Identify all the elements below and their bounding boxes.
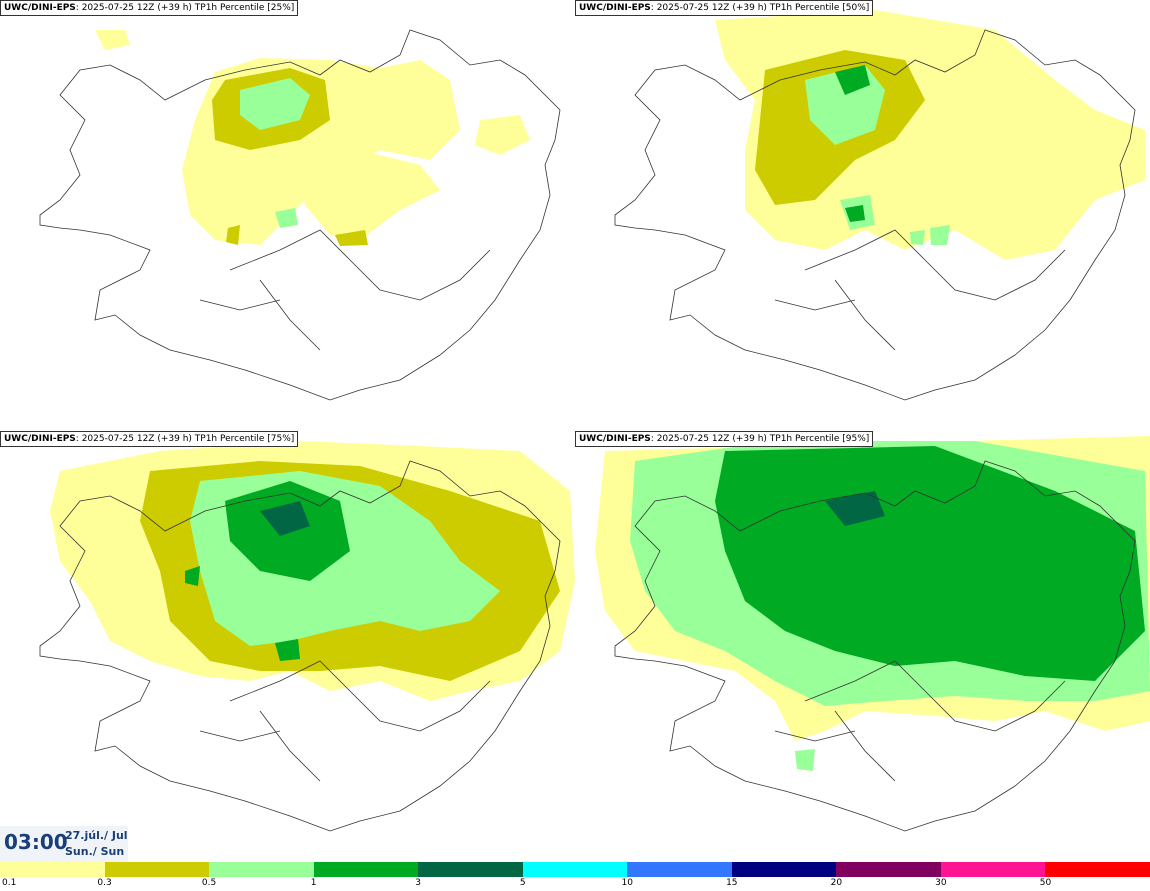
precip-fields — [50, 441, 575, 701]
map-panel-p95: UWC/DINI-EPS: 2025-07-25 12Z (+39 h) TP1… — [575, 431, 1150, 862]
legend-tick-label: 1 — [310, 878, 317, 888]
legend-swatch — [0, 862, 106, 877]
valid-time-box: 03:00 27.júl./ Jul Sun./ Sun — [0, 826, 128, 862]
legend-tick-label: 10 — [621, 878, 633, 888]
valid-day: Sun./ Sun — [65, 845, 125, 858]
map-panel-p25: UWC/DINI-EPS: 2025-07-25 12Z (+39 h) TP1… — [0, 0, 575, 431]
legend-tick-label: 0.5 — [201, 878, 217, 888]
model-name: UWC/DINI-EPS — [4, 3, 76, 13]
run-info: : 2025-07-25 12Z (+39 h) TP1h Percentile… — [75, 3, 295, 13]
model-name: UWC/DINI-EPS — [579, 3, 651, 13]
legend-tick-label: 5 — [519, 878, 526, 888]
legend-swatch — [1045, 862, 1150, 877]
legend-swatch — [313, 862, 419, 877]
model-name: UWC/DINI-EPS — [4, 434, 76, 444]
run-info: : 2025-07-25 12Z (+39 h) TP1h Percentile… — [650, 3, 870, 13]
legend-tick-label: 50 — [1039, 878, 1052, 888]
legend-swatch — [836, 862, 942, 877]
precip-map-p25 — [39, 29, 561, 401]
legend-swatch — [731, 862, 837, 877]
panel-title: UWC/DINI-EPS: 2025-07-25 12Z (+39 h) TP1… — [575, 431, 874, 447]
legend-tick-label: 0.1 — [2, 878, 17, 888]
run-info: : 2025-07-25 12Z (+39 h) TP1h Percentile… — [75, 434, 295, 444]
legend-swatch — [522, 862, 628, 877]
run-info: : 2025-07-25 12Z (+39 h) TP1h Percentile… — [650, 434, 870, 444]
legend-swatch — [627, 862, 733, 877]
panel-title: UWC/DINI-EPS: 2025-07-25 12Z (+39 h) TP1… — [0, 0, 299, 16]
legend-colorbar: 0.1 0.3 0.5 1 3 5 10 15 20 30 50 — [0, 862, 1150, 891]
model-name: UWC/DINI-EPS — [579, 434, 651, 444]
legend-tick-label: 30 — [935, 878, 947, 888]
map-panel-p75: UWC/DINI-EPS: 2025-07-25 12Z (+39 h) TP1… — [0, 431, 575, 862]
legend-tick-label: 3 — [415, 878, 422, 888]
legend-swatch — [209, 862, 315, 877]
precip-fields — [595, 436, 1150, 771]
coastline-outline — [39, 29, 561, 401]
valid-date: 27.júl./ Jul — [65, 829, 128, 842]
legend-swatch — [940, 862, 1046, 877]
map-panel-p50: UWC/DINI-EPS: 2025-07-25 12Z (+39 h) TP1… — [575, 0, 1150, 431]
legend-swatch — [418, 862, 524, 877]
coastline-outline — [614, 29, 1136, 401]
precip-map-p50 — [614, 10, 1145, 401]
panel-title: UWC/DINI-EPS: 2025-07-25 12Z (+39 h) TP1… — [575, 0, 874, 16]
legend-tick-label: 0.3 — [97, 878, 112, 888]
precip-map-p95 — [595, 436, 1150, 832]
coastline-outline — [614, 460, 1136, 832]
valid-time: 03:00 — [4, 830, 68, 854]
legend-swatch — [104, 862, 210, 877]
precip-fields — [95, 30, 530, 246]
precip-map-p75 — [39, 441, 575, 832]
precip-fields — [715, 10, 1145, 260]
panel-title: UWC/DINI-EPS: 2025-07-25 12Z (+39 h) TP1… — [0, 431, 299, 447]
legend-tick-label: 15 — [726, 878, 738, 888]
coastline-outline — [39, 460, 561, 832]
legend-tick-label: 20 — [830, 878, 843, 888]
